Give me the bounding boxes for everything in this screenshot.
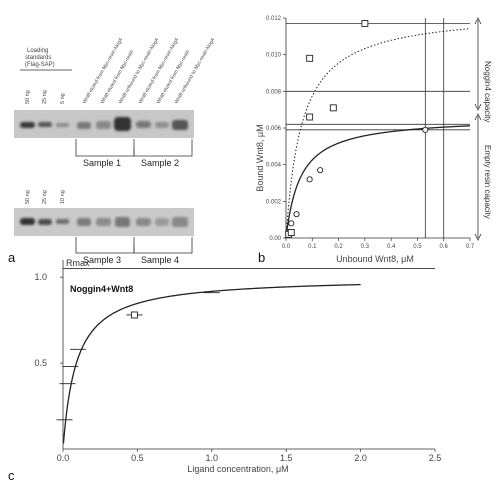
band [56,123,69,127]
panel-c: c Ligand concentration, μM Rmax Noggin4+… [8,258,441,483]
x-tick-label: 0.0 [57,453,70,463]
band [20,122,35,128]
band [96,218,111,226]
loading-standards-line1: Loading [27,48,48,54]
lane-label-bottom-10ng: 10 ng [60,190,66,204]
band [136,218,151,226]
band [56,219,69,224]
y-tick-label: 0.5 [34,358,47,368]
sample-1-label: Sample 1 [83,158,121,168]
blot-bands-bottom [20,217,188,227]
band [136,121,151,128]
chart-c: 0.0 0.5 1.0 1.5 2.0 2.5 0.5 1.0 [34,260,441,463]
band [96,121,111,129]
y-tick-label: 0.006 [266,126,282,132]
panel-b-label: b [258,250,265,265]
panel-b-ylabel: Bound Wnt8, μM [255,124,265,191]
lane-label-25ng: 25 ng [42,90,48,104]
band [172,120,188,130]
fit-curve [62,283,361,444]
data-point-circle [306,176,313,183]
sample-4-label: Sample 4 [141,255,179,265]
x-tick-label: 0.5 [413,244,422,250]
data-point-square [329,104,337,112]
data-point-circle [422,126,429,133]
x-tick-label: 0.0 [282,244,291,250]
panel-a-label: a [8,250,16,265]
fit-curve-resin [285,125,471,239]
x-tick-label: 0.2 [334,244,343,250]
loading-standards-line2: standards [25,55,51,61]
sample-3-label: Sample 3 [83,255,121,265]
loading-standards-line3: (Flag-SAP) [25,62,55,68]
y-tick-label: 0.012 [266,16,282,22]
panel-b: b Bound Wnt8, μM Unbound Wnt8, μM Noggin… [255,16,492,265]
panel-c-xlabel: Ligand concentration, μM [187,464,288,474]
data-point-square [306,54,314,62]
lane-label-5ng: 5 ng [60,93,66,104]
lane-label-bottom-50ng: 50 ng [25,190,31,204]
band [38,219,52,225]
sample-2-label: Sample 2 [141,158,179,168]
fit-curve-noggin4 [285,28,471,239]
x-tick-label: 1.5 [280,453,293,463]
data-point-circle [317,167,324,174]
panel-c-label: c [8,468,15,483]
lane-label-50ng: 50 ng [25,90,31,104]
x-tick-label: 0.3 [361,244,370,250]
x-tick-label: 2.0 [354,453,367,463]
band [77,218,91,226]
band [20,218,35,225]
band [155,122,169,128]
x-tick-label: 0.1 [308,244,317,250]
data-point-circle [288,220,295,227]
band [172,217,188,227]
sample-1-bracket [75,139,135,157]
y-tick-label: 0.002 [266,199,282,205]
y-tick-label: 0.00 [269,236,281,242]
data-point-square [287,229,295,236]
y-tick-label: 1.0 [34,272,47,282]
sample-2-bracket [133,139,193,157]
x-tick-label: 1.0 [206,453,219,463]
x-tick-label: 0.6 [440,244,449,250]
chart-b: 0.0 0.1 0.2 0.3 0.4 0.5 0.6 0.7 0.00 0.002 0.004 0.… [266,16,475,250]
band [155,218,169,226]
data-point-square [361,20,369,27]
band [77,122,91,129]
x-tick-label: 2.5 [429,453,442,463]
rmax-label: Rmax [66,258,90,268]
noggin4-capacity-arrow [474,17,482,111]
data-point-square [130,311,138,319]
data-point-circle [293,211,300,218]
band [115,217,130,227]
lane-label-bottom-25ng: 25 ng [42,190,48,204]
noggin4-wnt8-annotation: Noggin4+Wnt8 [70,284,133,294]
band [38,122,52,127]
panel-b-xlabel: Unbound Wnt8, μM [336,254,414,264]
y-tick-label: 0.004 [266,163,282,169]
sample-4-bracket [133,237,193,254]
empty-resin-capacity-label: Empty resin capacity [483,145,492,219]
x-tick-label: 0.7 [466,244,475,250]
empty-resin-capacity-arrow [474,113,482,241]
band [114,117,131,131]
blot-bands-top [20,117,188,131]
x-tick-label: 0.4 [387,244,396,250]
noggin4-capacity-label: Noggin4 capacity [483,61,492,122]
y-tick-label: 0.008 [266,89,282,95]
data-point-square [306,113,314,121]
x-tick-label: 0.5 [131,453,144,463]
y-tick-label: 0.010 [266,53,282,59]
